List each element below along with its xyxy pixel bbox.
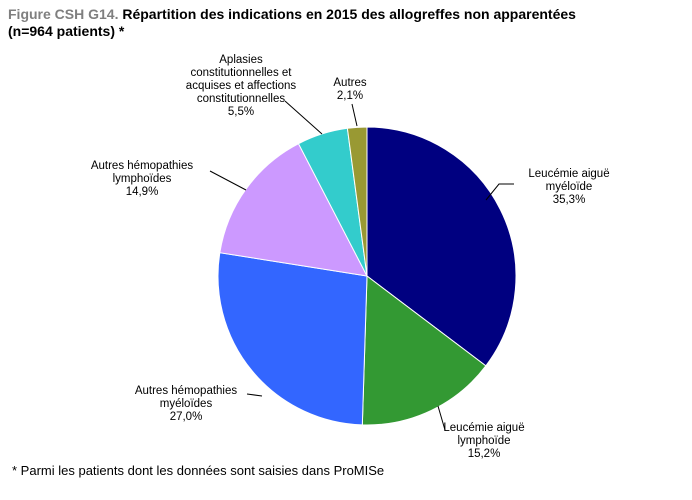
slice-name-line: Autres — [333, 77, 366, 89]
leader-lines — [209, 100, 514, 431]
leader-line-4 — [209, 170, 247, 191]
slice-name-line: lymphoïde — [457, 435, 510, 447]
slice-name-line: Autres hémopathies — [135, 385, 238, 397]
pie-slice-3 — [217, 252, 368, 426]
pie-slice-1 — [366, 126, 517, 367]
slice-label-1: Leucémie aiguë myéloïde 35,3% — [528, 168, 609, 206]
chart-title: Figure CSH G14. Répartition des indicati… — [8, 6, 678, 40]
slice-name-line: Leucémie aiguë — [528, 168, 609, 180]
slice-name-line: Aplasies — [219, 54, 263, 66]
slice-labels: Leucémie aiguë myéloïde 35,3%Leucémie aigu… — [91, 54, 610, 460]
slice-value-label: 35,3% — [553, 194, 586, 206]
footnote: * Parmi les patients dont les données so… — [12, 463, 385, 478]
leader-line-5 — [284, 100, 323, 135]
title-text-line1: Répartition des indications en 2015 des … — [122, 6, 576, 22]
slice-value-label: 2,1% — [337, 90, 363, 102]
title-text-line2: (n=964 patients) * — [8, 23, 125, 39]
leader-line-6 — [351, 103, 358, 127]
slice-label-5: Aplasies constitutionnelles et acquises et… — [186, 54, 297, 118]
slice-value-label: 27,0% — [170, 411, 203, 423]
slice-label-6: Autres 2,1% — [333, 77, 366, 102]
slice-name-line: lymphoïdes — [113, 173, 172, 185]
slice-name-line: constitutionnelles — [197, 93, 285, 105]
pie-slices — [217, 126, 517, 426]
slice-name-line: myéloïde — [546, 181, 593, 193]
pie-slice-2 — [361, 275, 487, 426]
slice-name-line: acquises et affections — [186, 80, 297, 92]
slice-label-3: Autres hémopathies myéloïdes 27,0% — [135, 385, 238, 423]
leader-line-2 — [437, 405, 446, 431]
figure-ref: Figure CSH G14. — [8, 6, 119, 22]
slice-value-label: 15,2% — [468, 448, 501, 460]
slice-name-line: Leucémie aiguë — [443, 422, 524, 434]
slice-name-line: constitutionnelles et — [190, 67, 292, 79]
slice-name-line: Autres hémopathies — [91, 160, 194, 172]
slice-value-label: 14,9% — [126, 186, 159, 198]
pie-slice-6 — [346, 126, 368, 277]
leader-line-1 — [485, 183, 514, 201]
slice-label-2: Leucémie aiguë lymphoïde 15,2% — [443, 422, 524, 460]
pie-slice-4 — [219, 142, 368, 277]
slice-label-4: Autres hémopathies lymphoïdes 14,9% — [91, 160, 194, 198]
slice-value-label: 5,5% — [228, 106, 254, 118]
leader-line-3 — [246, 393, 263, 397]
slice-name-line: myéloïdes — [160, 398, 213, 410]
